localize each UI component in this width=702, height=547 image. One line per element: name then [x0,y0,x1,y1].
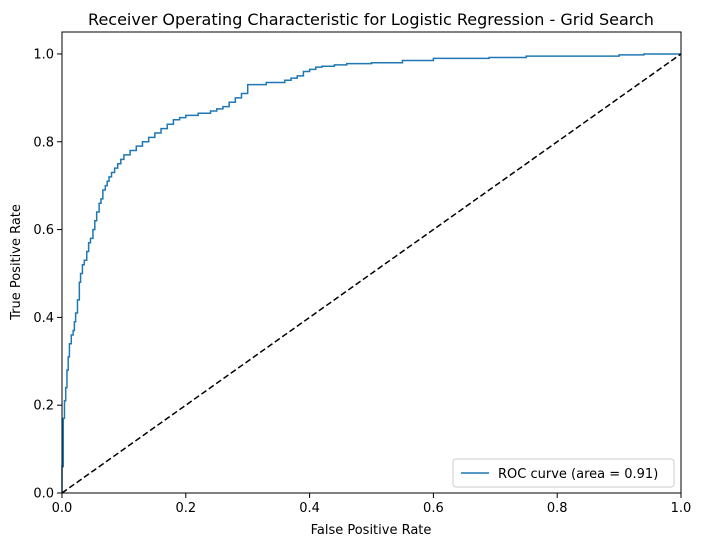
x-tick-label: 1.0 [671,501,692,516]
legend-box [452,458,675,488]
y-tick-label: 0.8 [33,135,54,150]
plot-area [61,31,682,494]
legend-label-roc: ROC curve (area = 0.91) [498,467,658,482]
legend: ROC curve (area = 0.91) [452,458,675,488]
y-axis-ticks: 0.0 0.2 0.4 0.6 0.8 1.0 [33,47,62,502]
chance-diagonal-line [61,53,682,494]
x-tick-label: 0.6 [423,501,444,516]
y-tick-label: 0.6 [33,223,54,238]
y-tick-label: 0.0 [33,487,54,502]
x-tick-label: 0.4 [299,501,320,516]
x-tick-label: 0.8 [547,501,568,516]
x-tick-label: 0.2 [175,501,196,516]
series-layer [61,53,682,494]
chart-title: Receiver Operating Characteristic for Lo… [88,10,654,29]
y-axis-label: True Positive Rate [9,204,24,321]
x-tick-label: 0.0 [52,501,73,516]
plot-frame [61,31,682,494]
y-tick-label: 0.4 [33,311,54,326]
y-tick-label: 0.2 [33,399,54,414]
x-axis-label: False Positive Rate [311,523,432,538]
roc-curve-line [61,53,681,493]
y-tick-label: 1.0 [33,47,54,62]
x-axis-ticks: 0.0 0.2 0.4 0.6 0.8 1.0 [52,493,692,516]
